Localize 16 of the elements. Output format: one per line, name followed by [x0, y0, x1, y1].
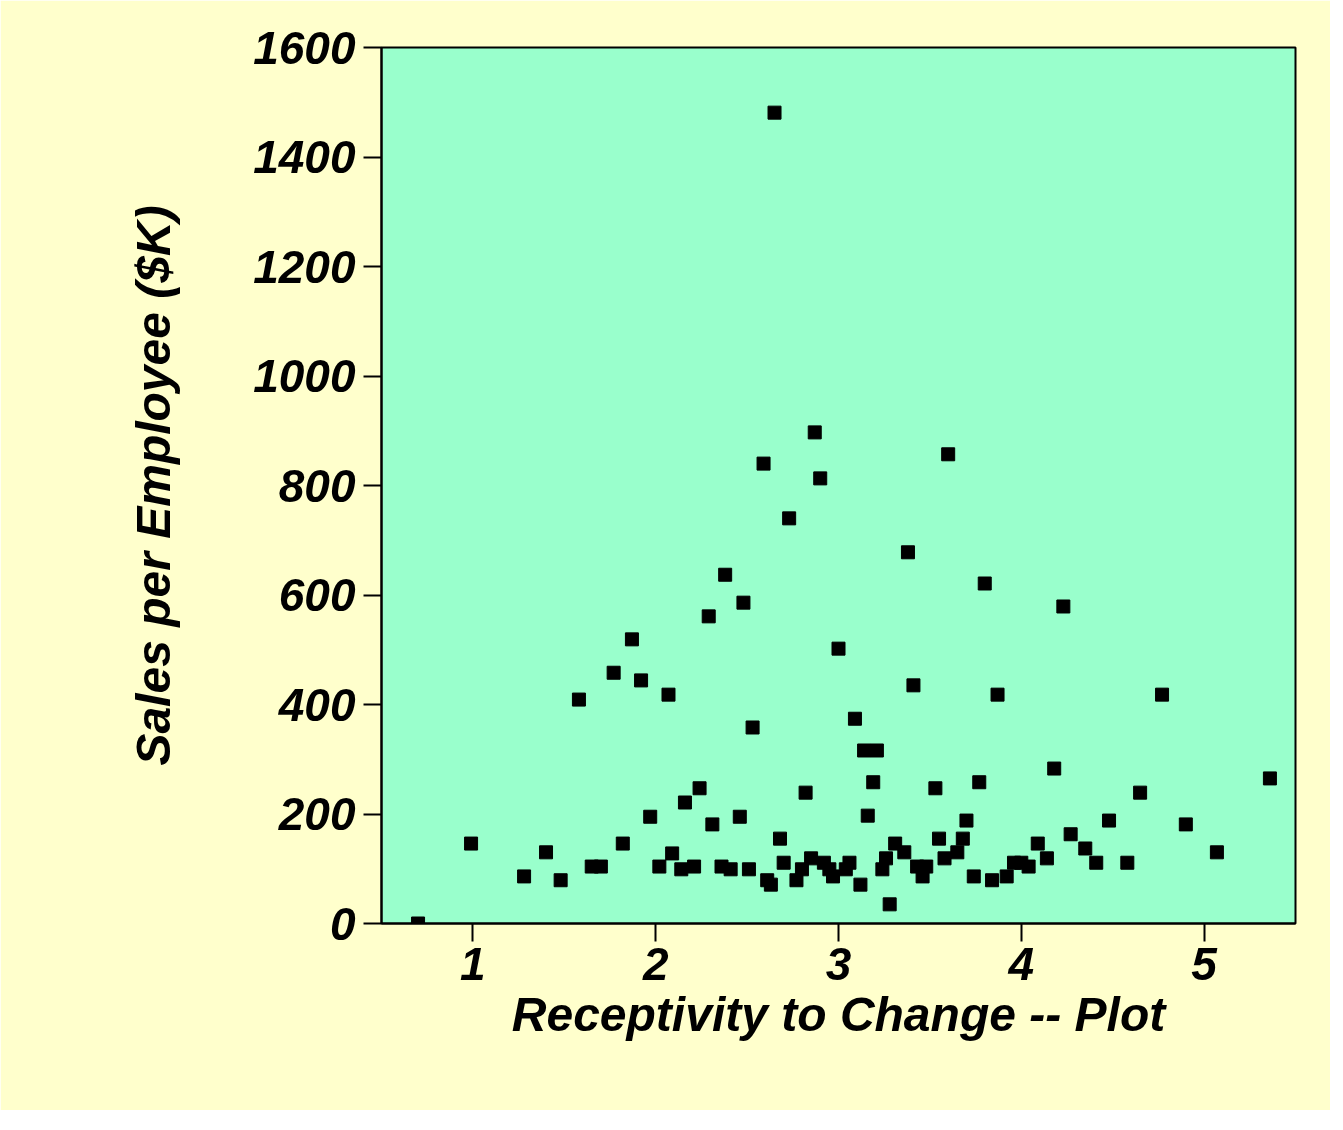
x-tick-label: 3: [825, 937, 852, 990]
y-tick-label: 200: [277, 788, 356, 840]
y-axis-title: Sales per Employee ($K): [127, 205, 181, 766]
x-tick-label: 1: [460, 937, 486, 990]
y-tick-label: 600: [278, 569, 356, 621]
x-tick-label: 2: [641, 937, 669, 990]
y-tick-label: 0: [329, 897, 356, 950]
y-tick-label: 800: [278, 459, 356, 512]
y-tick-label: 400: [277, 678, 356, 731]
y-tick-label: 1200: [253, 240, 356, 293]
x-axis-title: Receptivity to Change -- Plot: [511, 987, 1168, 1041]
y-tick-label: 1600: [253, 21, 356, 74]
x-tick-label: 4: [1007, 937, 1035, 990]
y-tick-label: 1000: [253, 350, 356, 402]
y-tick-label: 1400: [253, 131, 356, 183]
x-tick-label: 5: [1191, 937, 1219, 990]
